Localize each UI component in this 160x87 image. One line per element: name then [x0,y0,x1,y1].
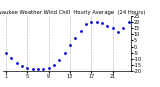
Title: Milwaukee Weather Wind Chill  Hourly Average  (24 Hours): Milwaukee Weather Wind Chill Hourly Aver… [0,10,145,15]
